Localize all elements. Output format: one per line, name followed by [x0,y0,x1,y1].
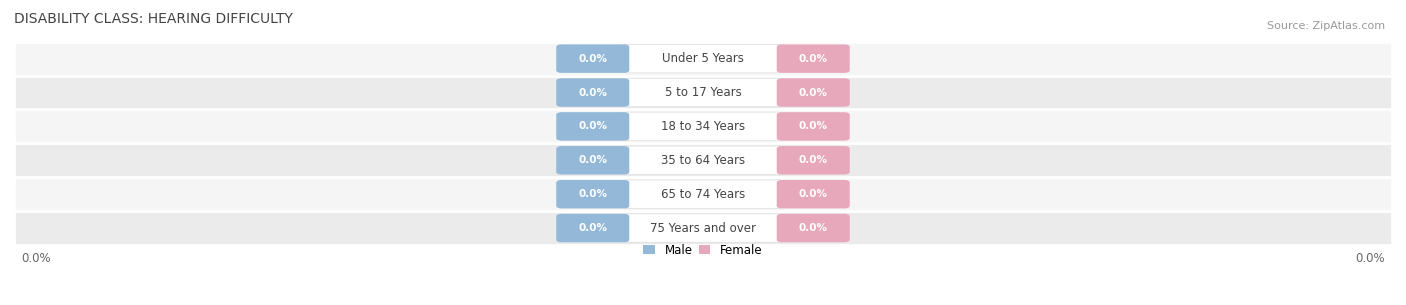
FancyBboxPatch shape [776,78,849,107]
FancyBboxPatch shape [557,214,630,242]
FancyBboxPatch shape [14,109,1392,143]
Text: 0.0%: 0.0% [578,121,607,131]
FancyBboxPatch shape [557,78,630,107]
Text: 0.0%: 0.0% [799,189,828,199]
Text: 0.0%: 0.0% [799,223,828,233]
Text: 0.0%: 0.0% [578,54,607,64]
Text: 75 Years and over: 75 Years and over [650,221,756,235]
Text: 18 to 34 Years: 18 to 34 Years [661,120,745,133]
FancyBboxPatch shape [557,146,630,174]
Text: 0.0%: 0.0% [578,189,607,199]
Text: 0.0%: 0.0% [21,253,51,265]
FancyBboxPatch shape [557,180,630,208]
Text: 0.0%: 0.0% [578,88,607,98]
FancyBboxPatch shape [557,45,630,73]
FancyBboxPatch shape [776,112,849,141]
FancyBboxPatch shape [776,146,849,174]
FancyBboxPatch shape [14,143,1392,177]
Text: 0.0%: 0.0% [578,223,607,233]
Text: 0.0%: 0.0% [1355,253,1385,265]
Text: DISABILITY CLASS: HEARING DIFFICULTY: DISABILITY CLASS: HEARING DIFFICULTY [14,12,292,26]
Text: Under 5 Years: Under 5 Years [662,52,744,65]
FancyBboxPatch shape [776,214,849,242]
Text: 65 to 74 Years: 65 to 74 Years [661,188,745,201]
Text: 0.0%: 0.0% [799,155,828,165]
Text: 0.0%: 0.0% [799,54,828,64]
FancyBboxPatch shape [621,146,785,174]
Text: 5 to 17 Years: 5 to 17 Years [665,86,741,99]
FancyBboxPatch shape [776,45,849,73]
FancyBboxPatch shape [621,214,785,242]
Text: Source: ZipAtlas.com: Source: ZipAtlas.com [1267,21,1385,31]
Text: 0.0%: 0.0% [578,155,607,165]
FancyBboxPatch shape [621,45,785,73]
FancyBboxPatch shape [776,180,849,208]
Legend: Male, Female: Male, Female [638,239,768,261]
FancyBboxPatch shape [14,42,1392,76]
FancyBboxPatch shape [14,76,1392,109]
Text: 0.0%: 0.0% [799,88,828,98]
FancyBboxPatch shape [557,112,630,141]
FancyBboxPatch shape [14,211,1392,245]
Text: 0.0%: 0.0% [799,121,828,131]
Text: 35 to 64 Years: 35 to 64 Years [661,154,745,167]
FancyBboxPatch shape [621,180,785,208]
FancyBboxPatch shape [14,177,1392,211]
FancyBboxPatch shape [621,112,785,141]
FancyBboxPatch shape [621,78,785,107]
